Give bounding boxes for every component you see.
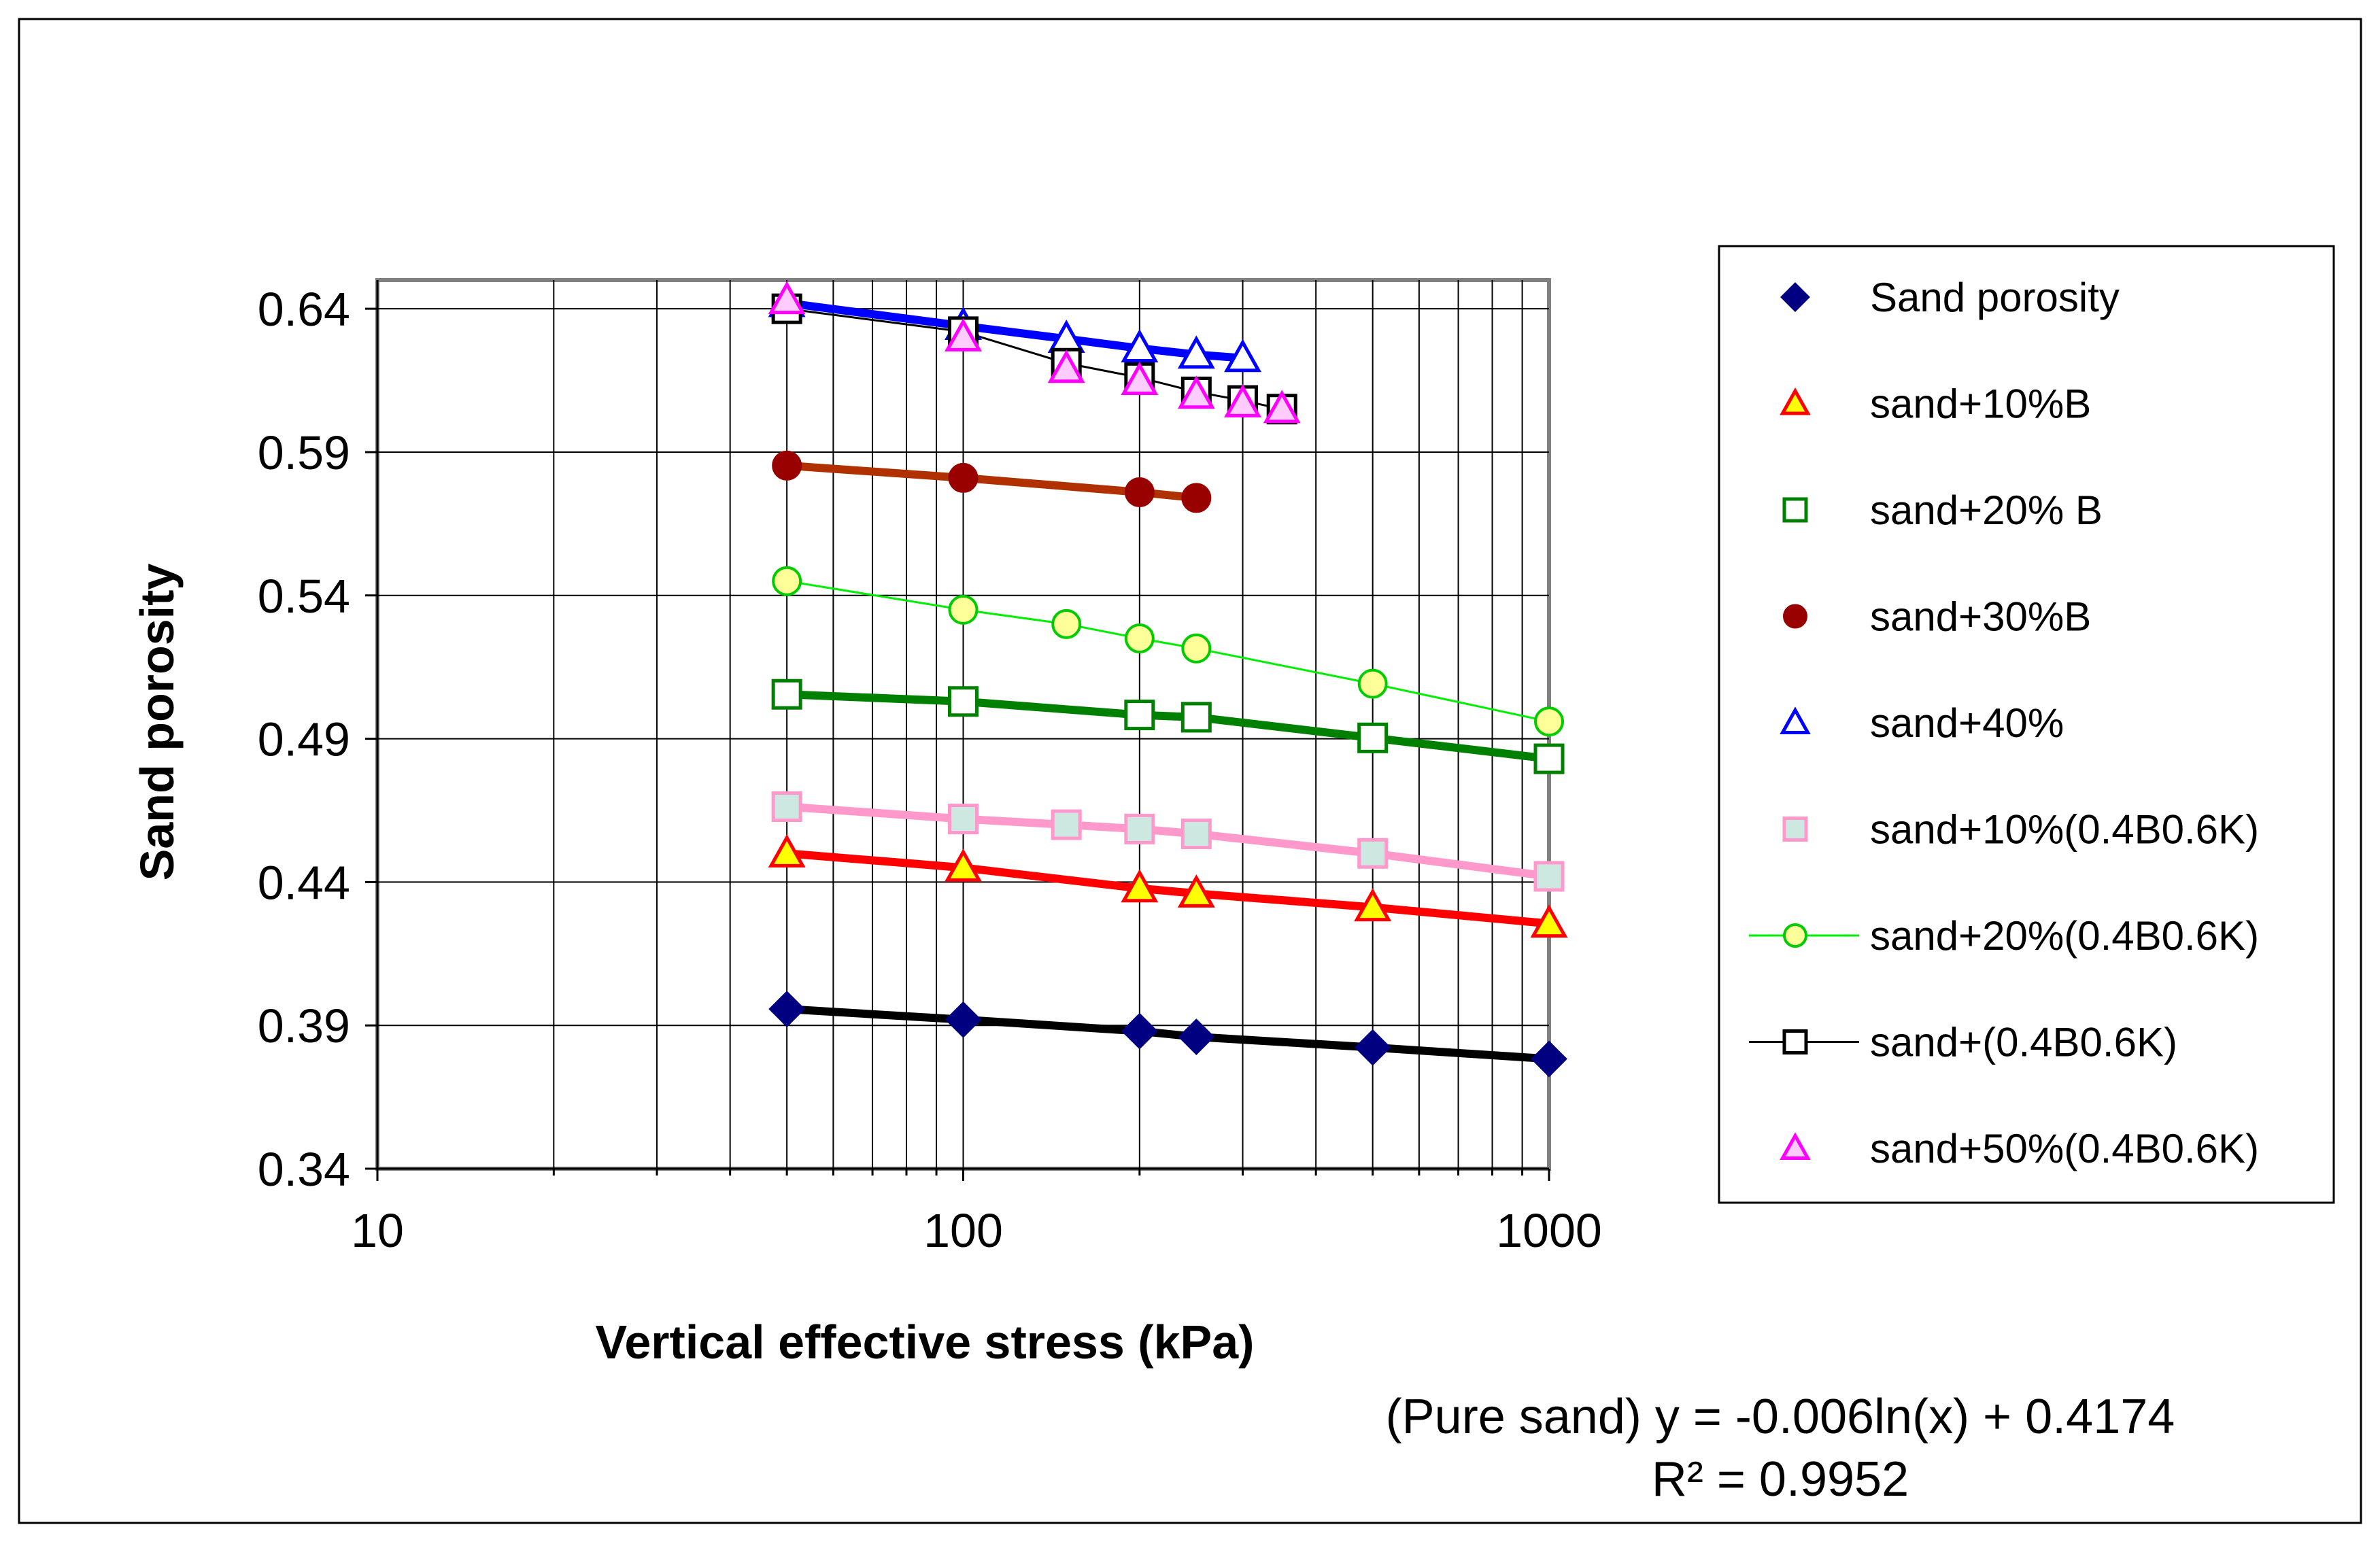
y-axis-title: Sand porosity	[131, 564, 184, 881]
data-point-s8	[1121, 362, 1159, 396]
data-point-s4	[1224, 339, 1262, 373]
legend-label-2: sand+20% B	[1870, 487, 2103, 533]
data-point-s1	[1121, 869, 1159, 903]
data-point-s0	[1531, 1040, 1567, 1078]
trendline-r-squared: R² = 0.9952	[1652, 1452, 1909, 1507]
legend-marker-7	[1782, 1029, 1808, 1054]
data-point-s8	[768, 281, 806, 315]
legend-marker-2	[1782, 497, 1808, 523]
y-tick-label: 0.44	[258, 856, 350, 909]
data-point-s0	[1178, 1018, 1215, 1055]
data-point-s0	[1354, 1029, 1391, 1066]
legend-marker-5	[1782, 817, 1808, 842]
series-line-2	[783, 690, 1553, 764]
data-point-s8	[1224, 383, 1262, 417]
data-point-s2	[948, 686, 979, 717]
data-point-s1	[1530, 904, 1568, 938]
data-point-s3	[1124, 477, 1155, 507]
legend-box	[1718, 245, 2335, 1204]
data-point-s8	[945, 318, 982, 351]
data-point-s6	[948, 594, 979, 625]
data-point-s0	[945, 1001, 982, 1038]
data-point-s5	[1051, 809, 1082, 840]
x-axis-title: Vertical effective stress (kPa)	[596, 1316, 1255, 1369]
data-point-s6	[1357, 668, 1388, 699]
data-point-s5	[1124, 813, 1155, 844]
axes: 10 100 1000 0.34 0.39 0.44 0.49 0.54 0.59 0.64	[258, 280, 1602, 1257]
legend-marker-0	[1780, 282, 1810, 312]
data-point-s2	[1533, 743, 1565, 774]
data-point-s1	[1177, 874, 1215, 908]
data-point-s2	[1180, 702, 1212, 733]
legend-marker-4	[1780, 706, 1811, 734]
data-point-s1	[768, 834, 806, 868]
data-point-s0	[1121, 1012, 1158, 1050]
data-point-s8	[1263, 390, 1301, 424]
legend-marker-8	[1780, 1132, 1811, 1160]
data-point-s5	[1357, 838, 1389, 869]
data-point-s1	[1354, 888, 1392, 922]
legend-label-0: Sand porosity	[1870, 275, 2120, 320]
legend-marker-1	[1780, 387, 1811, 415]
data-point-s3	[948, 462, 979, 493]
x-tick-label: 100	[923, 1204, 1003, 1257]
legend-marker-3	[1783, 604, 1807, 629]
data-point-s6	[772, 566, 802, 596]
y-tick-label: 0.49	[258, 713, 350, 766]
series-line-3	[783, 461, 1201, 502]
legend-label-1: sand+10%B	[1870, 381, 2091, 427]
legend-label-5: sand+10%(0.4B0.6K)	[1870, 807, 2259, 853]
legend-marker-6	[1783, 923, 1807, 948]
y-tick-label: 0.64	[258, 283, 350, 336]
data-point-s2	[1124, 700, 1155, 731]
y-tick-label: 0.54	[258, 570, 350, 623]
data-point-s0	[768, 991, 806, 1028]
legend-label-6: sand+20%(0.4B0.6K)	[1870, 913, 2259, 959]
data-point-s6	[1534, 706, 1564, 737]
data-point-s5	[771, 791, 802, 823]
data-point-s8	[1177, 375, 1215, 409]
data-point-s8	[1047, 349, 1085, 383]
data-point-s5	[948, 804, 979, 835]
data-point-s2	[771, 679, 802, 710]
data-point-s2	[1357, 722, 1389, 753]
y-tick-label: 0.59	[258, 426, 350, 479]
trendline-equation: (Pure sand) y = -0.006ln(x) + 0.4174	[1386, 1390, 2175, 1444]
x-tick-label: 1000	[1496, 1204, 1602, 1257]
legend-label-8: sand+50%(0.4B0.6K)	[1870, 1126, 2259, 1171]
legend-label-4: sand+40%	[1870, 700, 2064, 746]
data-point-s5	[1180, 819, 1212, 850]
series-group	[768, 281, 1568, 1078]
series-line-1	[783, 849, 1553, 928]
data-point-s4	[1177, 335, 1215, 369]
legend: Sand porosity sand+10%B sand+20% B sand+30%…	[1749, 275, 2259, 1171]
series-line-0	[783, 1005, 1553, 1063]
data-point-s3	[1181, 483, 1212, 513]
data-point-s3	[772, 450, 802, 481]
data-point-s6	[1181, 633, 1212, 664]
data-point-s6	[1051, 608, 1082, 639]
legend-label-7: sand+(0.4B0.6K)	[1870, 1020, 2177, 1065]
y-tick-label: 0.34	[258, 1143, 350, 1196]
x-tick-label: 10	[351, 1204, 404, 1257]
data-point-s5	[1533, 861, 1565, 892]
legend-label-3: sand+30%B	[1870, 594, 2091, 640]
data-point-s1	[945, 848, 982, 882]
data-point-s6	[1124, 623, 1155, 654]
y-tick-label: 0.39	[258, 999, 350, 1052]
data-point-s4	[1121, 329, 1159, 362]
